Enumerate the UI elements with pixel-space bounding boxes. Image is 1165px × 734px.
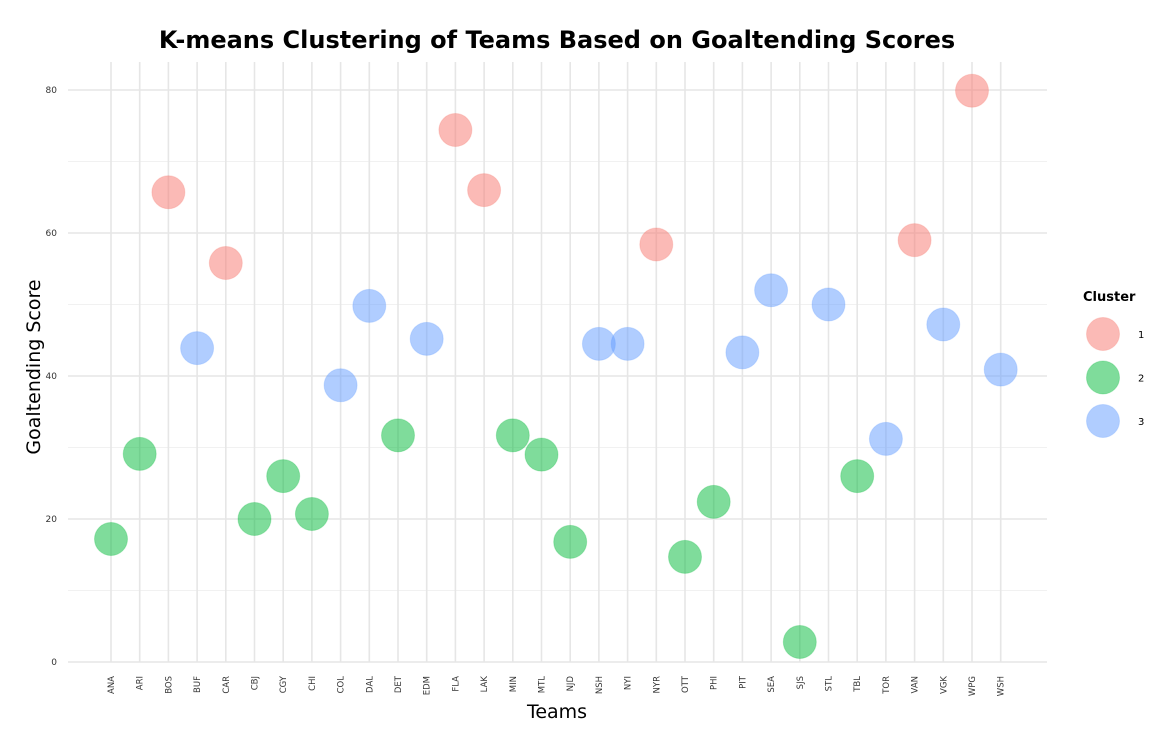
legend-key-2 [1086, 360, 1120, 395]
data-point-cbj [237, 502, 272, 536]
data-point-nyr [639, 227, 674, 262]
x-tick-label: PHI [710, 676, 720, 690]
x-tick-label: WSH [997, 676, 1007, 696]
x-axis-ticks: ANA ARI BOS BUF CAR CBJ CGY CHI COL DAL DET EDM FLA L… [107, 675, 1007, 696]
x-tick-label: NYI [624, 676, 634, 690]
y-tick-label: 60 [46, 229, 58, 239]
grid-lines [68, 62, 1047, 663]
data-point-car [208, 246, 243, 281]
data-point-tor [868, 421, 903, 456]
x-tick-label: FLA [451, 676, 461, 692]
data-point-lak [467, 173, 502, 208]
legend-key-3 [1086, 404, 1120, 438]
data-point-mtl [524, 437, 559, 472]
x-tick-label: CGY [279, 675, 289, 693]
data-point-stl [811, 287, 846, 322]
y-tick-label: 0 [51, 658, 57, 668]
x-tick-label: TOR [882, 676, 892, 695]
x-tick-label: SJS [796, 676, 806, 689]
x-tick-label: EDM [423, 676, 433, 695]
legend: Cluster 1 2 3 [1083, 290, 1144, 438]
data-point-van [897, 223, 932, 258]
x-axis-title: Teams [526, 701, 587, 723]
data-point-nyi [610, 326, 645, 361]
legend-label-3: 3 [1138, 417, 1144, 428]
x-tick-label: DAL [365, 676, 375, 693]
data-point-buf [180, 331, 215, 366]
data-point-fla [438, 113, 473, 148]
data-point-col [323, 368, 358, 403]
data-point-ana [94, 522, 128, 557]
y-axis-title: Goaltending Score [23, 279, 45, 454]
data-point-cgy [266, 459, 301, 494]
x-tick-label: VAN [911, 676, 921, 693]
x-tick-label: MIN [509, 676, 519, 692]
data-point-det [381, 418, 415, 453]
x-tick-label: TBL [853, 676, 863, 693]
y-tick-label: 20 [46, 515, 58, 525]
data-point-wpg [955, 73, 989, 108]
x-tick-label: BOS [164, 676, 174, 694]
data-point-sea [754, 273, 789, 308]
legend-key-1 [1086, 317, 1120, 351]
data-points [94, 73, 1018, 659]
data-point-ari [122, 436, 157, 471]
x-tick-label: WPG [968, 676, 978, 696]
data-point-vgk [926, 307, 961, 342]
y-axis-ticks: 0 20 40 60 80 [46, 86, 58, 668]
data-point-njd [553, 524, 588, 559]
x-tick-label: CAR [222, 676, 232, 694]
legend-title: Cluster [1083, 290, 1136, 305]
x-tick-label: STL [825, 676, 835, 692]
data-point-ott [668, 539, 702, 574]
x-tick-label: CHI [308, 676, 318, 691]
x-tick-label: ANA [107, 676, 117, 694]
data-point-phi [696, 484, 731, 519]
x-tick-label: NSH [595, 676, 605, 694]
data-point-chi [294, 496, 329, 531]
x-tick-label: DET [394, 675, 404, 693]
x-tick-label: NJD [566, 676, 576, 692]
data-point-wsh [983, 352, 1018, 387]
x-tick-label: PIT [738, 675, 748, 689]
data-point-nsh [581, 326, 616, 361]
x-tick-label: NYR [652, 676, 662, 694]
x-tick-label: LAK [480, 676, 490, 693]
x-tick-label: SEA [767, 676, 777, 693]
x-tick-label: COL [337, 676, 347, 694]
x-tick-label: OTT [681, 675, 691, 693]
data-point-tbl [840, 459, 875, 494]
legend-label-1: 1 [1138, 330, 1144, 341]
y-tick-label: 40 [46, 372, 58, 382]
chart-title: K-means Clustering of Teams Based on Goa… [159, 26, 955, 54]
x-tick-label: ARI [136, 676, 146, 690]
data-point-sjs [782, 624, 817, 659]
x-tick-label: MTL [538, 676, 548, 694]
data-point-dal [352, 288, 387, 323]
data-point-min [495, 418, 530, 453]
data-point-edm [409, 321, 444, 356]
x-tick-label: BUF [193, 676, 203, 693]
data-point-pit [725, 335, 760, 370]
legend-label-2: 2 [1138, 374, 1144, 385]
data-point-bos [151, 175, 186, 210]
x-tick-label: VGK [939, 676, 949, 694]
y-tick-label: 80 [46, 86, 58, 96]
x-tick-label: CBJ [251, 676, 261, 690]
